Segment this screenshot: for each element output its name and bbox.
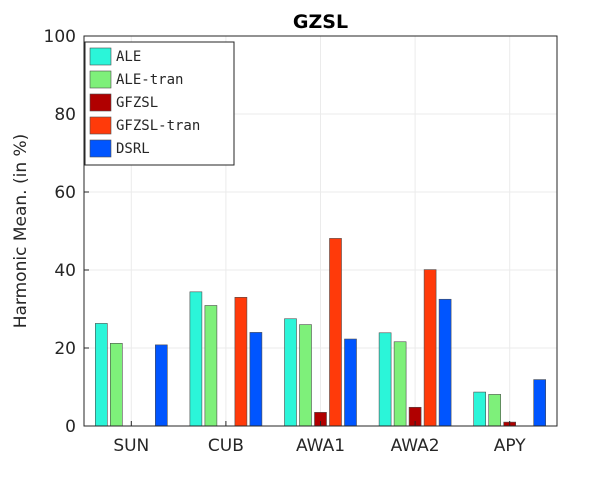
bar-ale-cub (189, 291, 203, 427)
x-tick-label: AWA2 (391, 436, 440, 456)
bar-ale-awa2 (378, 332, 392, 427)
x-tick-label: APY (494, 436, 527, 456)
chart-title: GZSL (293, 11, 348, 33)
legend-swatch (89, 139, 112, 158)
y-tick-label: 40 (54, 261, 76, 281)
legend-swatch (89, 47, 112, 66)
legend-label: GFZSL (116, 95, 158, 111)
legend-label: ALE-tran (116, 72, 183, 88)
y-axis-label: Harmonic Mean. (in %) (11, 134, 31, 329)
bar-ale-tran-awa1 (299, 324, 312, 427)
bar-gfzsl-tran-awa1 (329, 238, 342, 427)
bar-dsrl-cub (249, 332, 263, 427)
bar-gfzsl-tran-awa2 (423, 269, 437, 427)
x-tick-label: SUN (113, 436, 149, 456)
bar-ale-apy (473, 391, 487, 427)
legend: ALE ALE-tran GFZSL GFZSL-tran DSRL (84, 41, 235, 166)
y-tick-label: 0 (65, 417, 76, 437)
x-tick-label: CUB (208, 436, 244, 456)
bar-gfzsl-tran-cub (234, 296, 248, 427)
legend-label: GFZSL-tran (116, 118, 200, 134)
bar-dsrl-awa2 (438, 298, 452, 427)
legend-swatch (89, 70, 112, 89)
bar-ale-tran-sun (110, 343, 123, 427)
bar-dsrl-sun (155, 344, 168, 427)
y-tick-label: 100 (44, 27, 76, 47)
bar-ale-sun (95, 323, 108, 427)
bar-ale-tran-apy (488, 394, 502, 427)
bar-ale-awa1 (284, 318, 297, 427)
y-tick-label: 80 (54, 105, 76, 125)
bar-dsrl-apy (533, 379, 547, 427)
y-tick-label: 60 (54, 183, 76, 203)
legend-swatch (89, 93, 112, 112)
bar-ale-tran-awa2 (393, 341, 407, 427)
legend-label: ALE (116, 49, 141, 65)
x-tick-label: AWA1 (296, 436, 345, 456)
bar-ale-tran-cub (204, 305, 218, 427)
axis-ticks: 0 20 40 60 80 100 SUN CUB AWA1 AWA2 APY (44, 27, 527, 456)
legend-label: DSRL (116, 141, 150, 157)
y-tick-label: 20 (54, 339, 76, 359)
legend-swatch (89, 116, 112, 135)
bar-dsrl-awa1 (344, 338, 357, 427)
